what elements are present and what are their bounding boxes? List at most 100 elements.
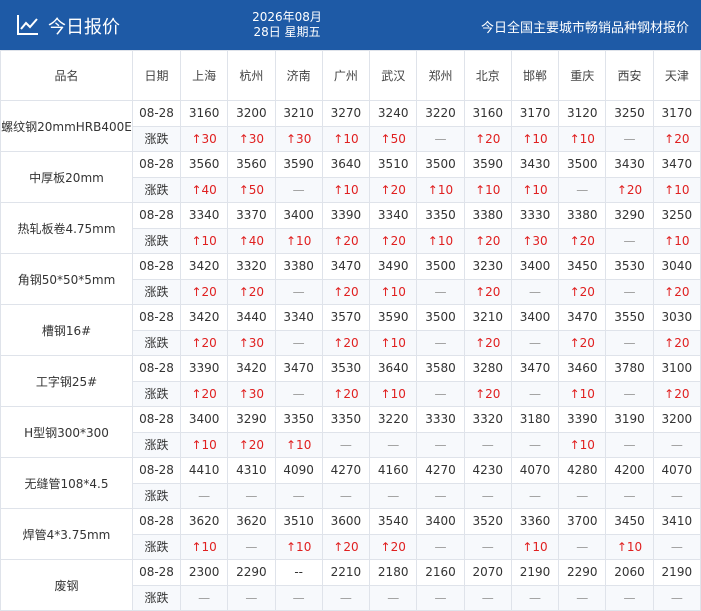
change: — xyxy=(274,380,323,407)
change: — xyxy=(558,482,607,509)
date: 08-28 xyxy=(132,202,181,229)
change: ↑10 xyxy=(463,176,512,203)
price: 3520 xyxy=(463,508,512,535)
price: 3450 xyxy=(605,508,654,535)
change: ↑10 xyxy=(605,533,654,560)
price: 2290 xyxy=(558,559,607,586)
price: 4200 xyxy=(605,457,654,484)
price: 3510 xyxy=(274,508,323,535)
price: 3540 xyxy=(369,508,418,535)
price: 3400 xyxy=(416,508,465,535)
product-name: H型钢300*300 xyxy=(0,406,133,458)
change: ↑10 xyxy=(558,431,607,458)
date: 08-28 xyxy=(132,253,181,280)
price: 3160 xyxy=(179,100,229,127)
change: — xyxy=(605,380,654,407)
column-header: 杭州 xyxy=(227,50,276,101)
change-label: 涨跌 xyxy=(132,125,181,152)
price: 4070 xyxy=(510,457,560,484)
price: 3460 xyxy=(558,355,607,382)
price-row: H型钢300*300 08-28 3400 3290 3350 3350 3220 3330 3… xyxy=(0,406,701,458)
change: ↑20 xyxy=(652,278,701,305)
change-row: 涨跌 ↑10 ↑40 ↑10 ↑20 ↑20 ↑10 ↑20 ↑30 ↑20— ↑10 xyxy=(1,227,701,254)
price: 2180 xyxy=(369,559,418,586)
change: — xyxy=(274,329,323,356)
change: — xyxy=(416,431,465,458)
price: 4230 xyxy=(463,457,512,484)
column-header: 邯郸 xyxy=(510,50,560,101)
price: 3100 xyxy=(652,355,701,382)
price: 3780 xyxy=(605,355,654,382)
date: 2026年08月 28日 星期五 xyxy=(232,10,342,40)
price: 4090 xyxy=(274,457,323,484)
change: — xyxy=(321,584,371,611)
price: 3530 xyxy=(605,253,654,280)
product-name: 工字钢25# xyxy=(0,355,133,407)
change: ↑20 xyxy=(463,329,512,356)
change: ↑20 xyxy=(558,329,607,356)
change: ↑10 xyxy=(510,533,560,560)
change: — xyxy=(605,125,654,152)
change: — xyxy=(605,431,654,458)
price: 3430 xyxy=(510,151,560,178)
change: ↑10 xyxy=(369,380,418,407)
change-row: 涨跌 ↑30 ↑30 ↑30 ↑10 ↑50— ↑20 ↑10 ↑10— ↑20 xyxy=(1,125,701,152)
change: — xyxy=(321,431,371,458)
price: 3640 xyxy=(369,355,418,382)
change: ↑10 xyxy=(416,227,465,254)
product-name: 热轧板卷4.75mm xyxy=(0,202,133,254)
change: ↑20 xyxy=(652,380,701,407)
price: 3500 xyxy=(416,253,465,280)
price: 3600 xyxy=(321,508,371,535)
price: 4410 xyxy=(179,457,229,484)
change-label: 涨跌 xyxy=(132,278,181,305)
change: — xyxy=(463,533,512,560)
change: ↑10 xyxy=(652,227,701,254)
price: 3320 xyxy=(227,253,276,280)
column-header: 西安 xyxy=(605,50,654,101)
change: — xyxy=(274,176,323,203)
change: — xyxy=(558,176,607,203)
change-label: 涨跌 xyxy=(132,329,181,356)
change: ↑20 xyxy=(652,329,701,356)
change: — xyxy=(369,482,418,509)
change: ↑20 xyxy=(369,227,418,254)
price: 3530 xyxy=(321,355,371,382)
change: — xyxy=(416,584,465,611)
price: 3470 xyxy=(321,253,371,280)
price: 3500 xyxy=(558,151,607,178)
price: 3180 xyxy=(510,406,560,433)
price-row: 槽钢16# 08-28 3420 3440 3340 3570 3590 3500 3210 34… xyxy=(0,304,701,356)
change: — xyxy=(605,482,654,509)
change: — xyxy=(369,584,418,611)
change: ↑20 xyxy=(558,278,607,305)
change: — xyxy=(605,227,654,254)
price-row: 无缝管108*4.5 08-28 4410 4310 4090 4270 4160 4270 4… xyxy=(0,457,701,509)
price: 3250 xyxy=(605,100,654,127)
price-row: 焊管4*3.75mm 08-28 3620 3620 3510 3600 3540 3400 3… xyxy=(0,508,701,560)
column-header: 济南 xyxy=(274,50,323,101)
date: 08-28 xyxy=(132,508,181,535)
price: 3420 xyxy=(227,355,276,382)
price: 3440 xyxy=(227,304,276,331)
change: ↑30 xyxy=(510,227,560,254)
price: 3400 xyxy=(510,253,560,280)
change: ↑20 xyxy=(179,380,229,407)
change: ↑20 xyxy=(227,278,276,305)
change: — xyxy=(463,431,512,458)
change-label: 涨跌 xyxy=(132,380,181,407)
change: — xyxy=(510,584,560,611)
change: ↑20 xyxy=(652,125,701,152)
change: ↑50 xyxy=(369,125,418,152)
change: ↑10 xyxy=(179,227,229,254)
price: 3390 xyxy=(321,202,371,229)
column-header: 广州 xyxy=(321,50,371,101)
product-name: 焊管4*3.75mm xyxy=(0,508,133,560)
date: 08-28 xyxy=(132,559,181,586)
price: 4270 xyxy=(416,457,465,484)
price: 4280 xyxy=(558,457,607,484)
price: 4070 xyxy=(652,457,701,484)
date: 08-28 xyxy=(132,100,181,127)
change: ↑20 xyxy=(605,176,654,203)
change: — xyxy=(510,380,560,407)
